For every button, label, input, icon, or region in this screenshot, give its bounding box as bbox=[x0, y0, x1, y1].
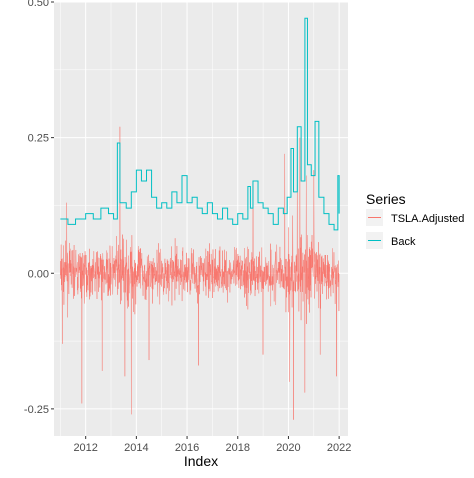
series-back-line bbox=[60, 17, 340, 231]
y-tick-label: 0.50 bbox=[28, 0, 49, 9]
x-tick-label: 2018 bbox=[226, 442, 250, 454]
x-tick-label: 2020 bbox=[276, 442, 300, 454]
x-tick-label: 2014 bbox=[124, 442, 148, 454]
x-tick-label: 2016 bbox=[175, 442, 199, 454]
y-tick-label: -0.25 bbox=[24, 404, 49, 416]
y-axis: -0.25 0.00 0.25 0.50 bbox=[24, 0, 54, 416]
legend-title: Series bbox=[366, 191, 406, 207]
legend: Series TSLA.Adjusted Back bbox=[366, 191, 464, 249]
legend-label-back: Back bbox=[391, 236, 416, 248]
grid-minor bbox=[54, 2, 348, 436]
legend-label-tsla: TSLA.Adjusted bbox=[391, 213, 464, 225]
y-tick-label: 0.00 bbox=[28, 268, 49, 280]
series-tsla-adjusted-line bbox=[60, 126, 340, 420]
x-axis: 2012 2014 2016 2018 2020 2022 bbox=[73, 436, 351, 454]
x-axis-label: Index bbox=[184, 453, 218, 469]
series-layer bbox=[60, 17, 340, 420]
panel-background bbox=[54, 2, 348, 436]
y-tick-label: 0.25 bbox=[28, 133, 49, 145]
x-tick-label: 2012 bbox=[73, 442, 97, 454]
x-tick-label: 2022 bbox=[327, 442, 351, 454]
